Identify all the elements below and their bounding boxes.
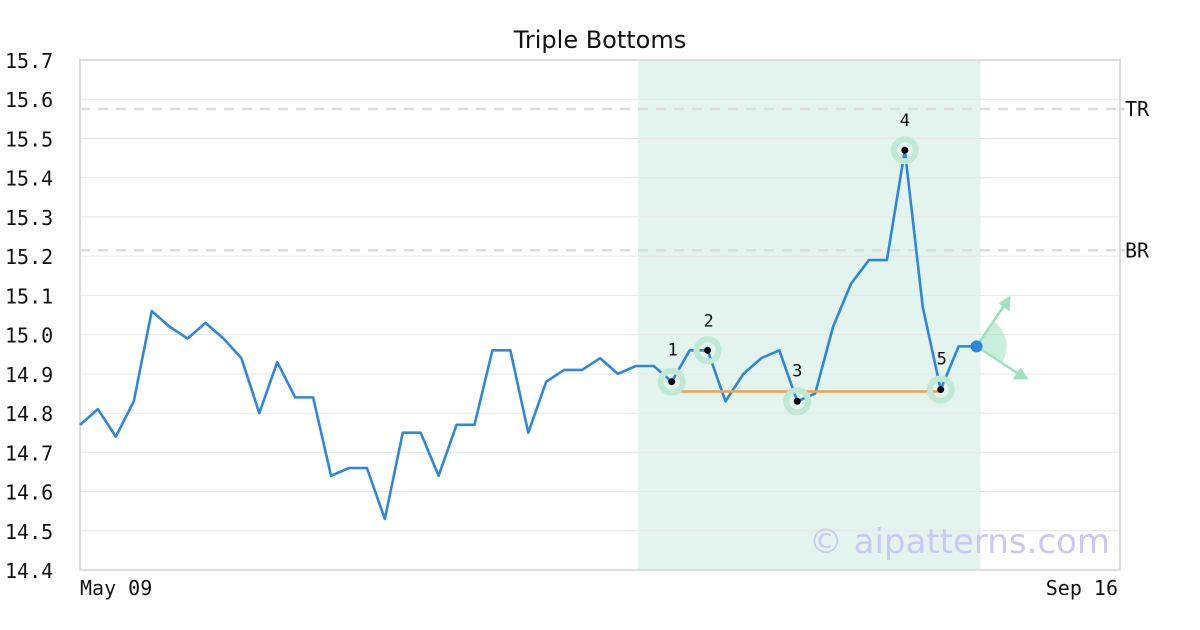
y-tick-label: 14.8 bbox=[5, 402, 53, 426]
up-arrow-shaft bbox=[975, 302, 1007, 348]
x-tick-label: May 09 bbox=[80, 576, 152, 600]
pattern-point-ring bbox=[926, 375, 955, 404]
y-tick-label: 14.5 bbox=[5, 520, 53, 544]
y-tick-label: 14.7 bbox=[5, 441, 53, 465]
price-line bbox=[79, 148, 977, 521]
y-tick-label: 15.3 bbox=[5, 206, 53, 230]
reference-line-label: TR bbox=[1125, 97, 1150, 121]
y-axis-ticks: 14.4 14.5 14.6 14.7 14.8 14.9 15.0 15.1 15.2 15.3… bbox=[5, 49, 53, 583]
reference-lines: TR BR bbox=[80, 97, 1150, 262]
y-tick-label: 15.2 bbox=[5, 245, 53, 269]
pattern-point-dot bbox=[793, 397, 801, 405]
price-series bbox=[79, 148, 977, 521]
pattern-point-label: 5 bbox=[937, 350, 947, 370]
down-arrow-head bbox=[1012, 367, 1029, 380]
chart-frame bbox=[79, 59, 1121, 571]
y-tick-label: 15.0 bbox=[5, 324, 53, 348]
pattern-point-ring bbox=[693, 336, 722, 365]
pattern-point-ring bbox=[890, 136, 919, 165]
y-tick-label: 14.4 bbox=[5, 559, 53, 583]
x-axis-ticks: May 09 Sep 16 bbox=[80, 576, 1118, 600]
x-tick-label: Sep 16 bbox=[1046, 576, 1118, 600]
pattern-point-dot bbox=[668, 378, 676, 386]
y-tick-label: 15.4 bbox=[5, 167, 53, 191]
down-arrow-shaft bbox=[975, 345, 1021, 376]
y-tick-label: 15.7 bbox=[5, 49, 53, 73]
chart-title: Triple Bottoms bbox=[513, 26, 687, 54]
current-price-dot bbox=[970, 340, 983, 353]
y-tick-label: 14.6 bbox=[5, 481, 53, 505]
pattern-highlight bbox=[637, 60, 981, 570]
pattern-point-label: 3 bbox=[792, 361, 802, 381]
pattern-point-dot bbox=[937, 386, 945, 394]
grid-lines bbox=[80, 98, 1120, 532]
projection-arrows bbox=[970, 295, 1029, 380]
pattern-point-ring bbox=[783, 387, 812, 416]
projection-wedge bbox=[976, 321, 1007, 362]
plot-frame bbox=[79, 59, 1121, 571]
pattern-point-ring bbox=[657, 367, 686, 396]
watermark: © aipatterns.com bbox=[809, 522, 1110, 562]
pattern-point-label: 2 bbox=[703, 311, 713, 331]
pattern-point-dot bbox=[704, 346, 712, 354]
up-arrow-head bbox=[998, 295, 1011, 312]
pattern-points: 1 2 3 4 5 bbox=[657, 111, 955, 416]
y-tick-label: 14.9 bbox=[5, 363, 53, 387]
y-tick-label: 15.5 bbox=[5, 127, 53, 151]
reference-line-label: BR bbox=[1125, 238, 1150, 262]
pattern-point-label: 4 bbox=[900, 111, 910, 131]
pattern-point-label: 1 bbox=[668, 341, 678, 361]
y-tick-label: 15.6 bbox=[5, 88, 53, 112]
plot-background bbox=[80, 60, 1120, 570]
y-tick-label: 15.1 bbox=[5, 284, 53, 308]
pattern-point-dot bbox=[901, 146, 909, 154]
